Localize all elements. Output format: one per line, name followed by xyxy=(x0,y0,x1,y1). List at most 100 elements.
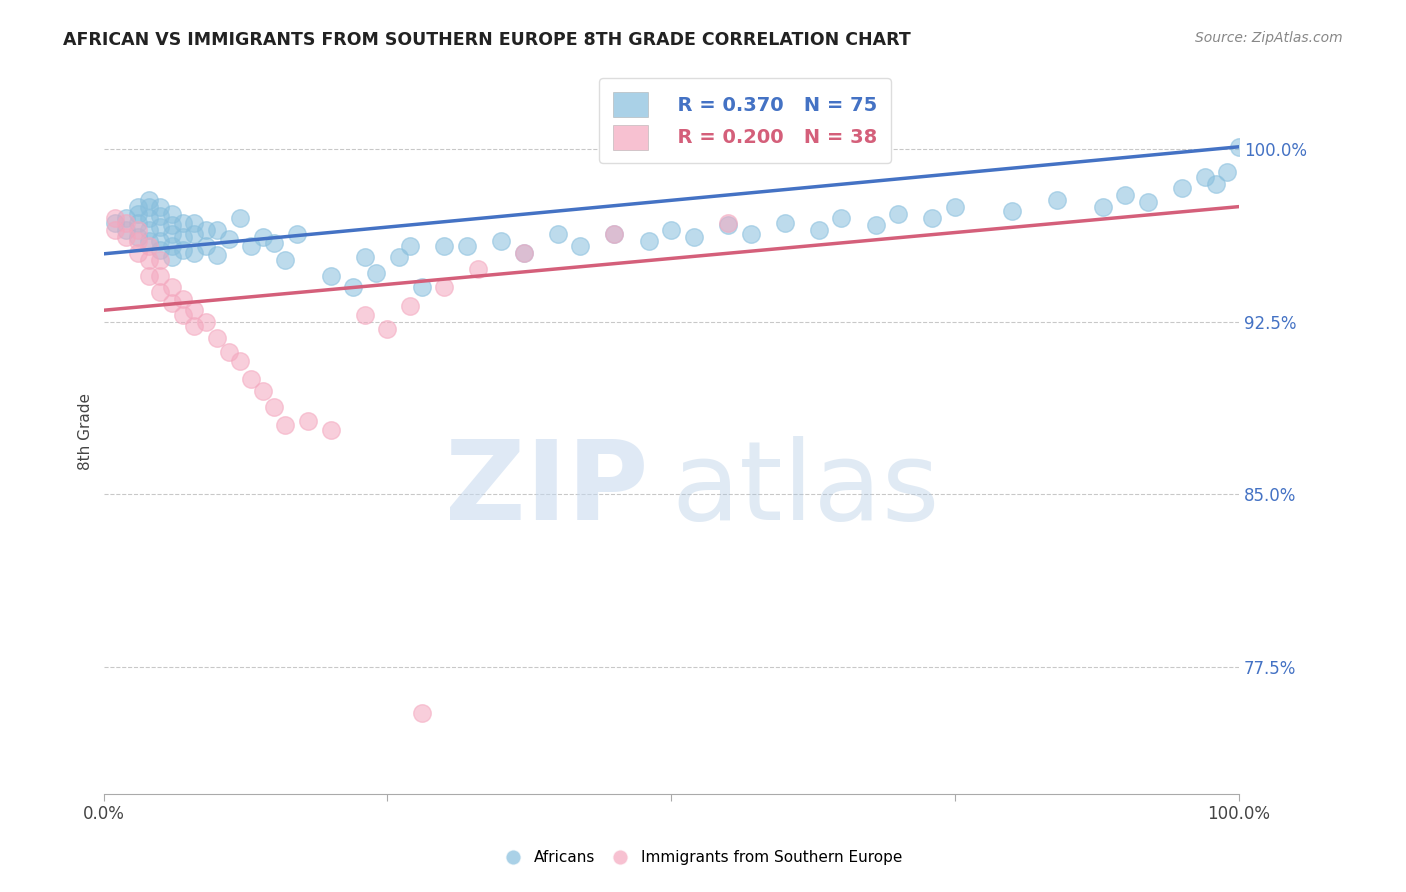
Point xyxy=(1205,177,1227,191)
Point xyxy=(149,285,172,299)
Point xyxy=(194,239,217,253)
Point xyxy=(240,372,263,386)
Point xyxy=(205,222,228,236)
Point xyxy=(127,234,149,248)
Point xyxy=(263,400,285,414)
Point xyxy=(138,193,160,207)
Point xyxy=(194,222,217,236)
Point xyxy=(218,344,240,359)
Point xyxy=(138,211,160,226)
Point xyxy=(467,261,489,276)
Point xyxy=(297,414,319,428)
Point xyxy=(229,354,252,368)
Point xyxy=(921,211,943,226)
Point xyxy=(274,418,297,433)
Y-axis label: 8th Grade: 8th Grade xyxy=(79,392,93,469)
Point xyxy=(399,239,422,253)
Point xyxy=(138,234,160,248)
Point xyxy=(172,229,194,244)
Point xyxy=(149,200,172,214)
Point xyxy=(149,220,172,235)
Point xyxy=(127,206,149,220)
Point xyxy=(831,211,853,226)
Point xyxy=(115,229,138,244)
Point xyxy=(717,216,740,230)
Point xyxy=(160,239,183,253)
Point xyxy=(512,245,534,260)
Point xyxy=(172,216,194,230)
Point xyxy=(637,234,659,248)
Legend: Africans, Immigrants from Southern Europe: Africans, Immigrants from Southern Europ… xyxy=(498,844,908,871)
Text: AFRICAN VS IMMIGRANTS FROM SOUTHERN EUROPE 8TH GRADE CORRELATION CHART: AFRICAN VS IMMIGRANTS FROM SOUTHERN EURO… xyxy=(63,31,911,49)
Point xyxy=(138,222,160,236)
Point xyxy=(160,250,183,264)
Point xyxy=(149,244,172,258)
Point xyxy=(138,252,160,267)
Point xyxy=(194,315,217,329)
Point xyxy=(1001,204,1024,219)
Point xyxy=(104,211,127,226)
Point xyxy=(240,239,263,253)
Point xyxy=(943,200,966,214)
Point xyxy=(717,218,740,232)
Point xyxy=(865,218,887,232)
Point xyxy=(319,268,342,283)
Point xyxy=(274,252,297,267)
Point xyxy=(115,211,138,226)
Point xyxy=(205,248,228,262)
Point xyxy=(342,280,364,294)
Point xyxy=(229,211,252,226)
Point xyxy=(172,292,194,306)
Point xyxy=(740,227,762,242)
Legend:   R = 0.370   N = 75,   R = 0.200   N = 38: R = 0.370 N = 75, R = 0.200 N = 38 xyxy=(599,78,890,163)
Point xyxy=(388,250,411,264)
Point xyxy=(489,234,512,248)
Point xyxy=(160,218,183,232)
Text: Source: ZipAtlas.com: Source: ZipAtlas.com xyxy=(1195,31,1343,45)
Point xyxy=(399,299,422,313)
Point xyxy=(138,239,160,253)
Point xyxy=(252,384,274,398)
Text: atlas: atlas xyxy=(671,435,939,542)
Point xyxy=(149,209,172,223)
Point xyxy=(149,234,172,248)
Point xyxy=(433,239,456,253)
Point xyxy=(104,216,127,230)
Point xyxy=(149,268,172,283)
Point xyxy=(603,227,626,242)
Point xyxy=(456,239,478,253)
Point xyxy=(353,308,375,322)
Point xyxy=(160,296,183,310)
Point xyxy=(433,280,456,294)
Point xyxy=(1091,200,1114,214)
Point xyxy=(366,267,388,281)
Point xyxy=(127,200,149,214)
Point xyxy=(160,206,183,220)
Point xyxy=(411,706,433,720)
Point xyxy=(603,227,626,242)
Point xyxy=(160,227,183,242)
Text: ZIP: ZIP xyxy=(446,435,648,542)
Point xyxy=(1171,181,1194,195)
Point xyxy=(547,227,569,242)
Point xyxy=(127,245,149,260)
Point xyxy=(773,216,796,230)
Point xyxy=(1136,195,1159,210)
Point xyxy=(183,319,205,334)
Point xyxy=(183,227,205,242)
Point xyxy=(115,216,138,230)
Point xyxy=(411,280,433,294)
Point xyxy=(172,244,194,258)
Point xyxy=(172,308,194,322)
Point xyxy=(104,222,127,236)
Point xyxy=(149,252,172,267)
Point xyxy=(1114,188,1136,202)
Point xyxy=(319,423,342,437)
Point xyxy=(659,222,682,236)
Point xyxy=(887,206,910,220)
Point xyxy=(138,200,160,214)
Point xyxy=(218,232,240,246)
Point xyxy=(115,222,138,236)
Point xyxy=(377,321,399,335)
Point xyxy=(205,331,228,345)
